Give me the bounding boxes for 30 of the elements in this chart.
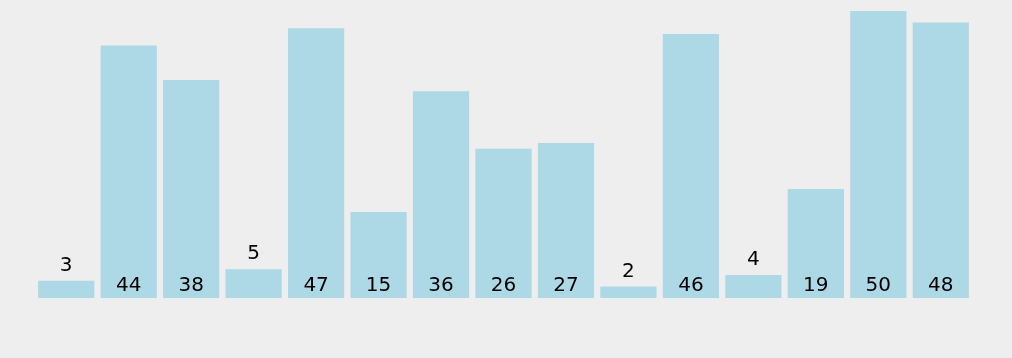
bar bbox=[537, 143, 595, 298]
data-label: 44 bbox=[115, 272, 142, 296]
bar bbox=[412, 91, 470, 298]
data-label: 27 bbox=[553, 272, 579, 296]
data-label: 48 bbox=[928, 272, 954, 296]
bar bbox=[225, 269, 282, 298]
bar bbox=[787, 188, 844, 298]
bar bbox=[100, 45, 157, 298]
bar bbox=[287, 28, 345, 298]
bar bbox=[662, 33, 720, 298]
bar bbox=[38, 280, 95, 298]
data-label: 5 bbox=[247, 240, 260, 265]
data-label: 15 bbox=[365, 272, 392, 296]
bar bbox=[725, 275, 782, 298]
bar bbox=[600, 286, 657, 298]
data-label: 2 bbox=[622, 257, 635, 282]
bar bbox=[850, 11, 907, 298]
data-label: 50 bbox=[865, 272, 892, 296]
data-label: 3 bbox=[59, 251, 73, 276]
bar bbox=[350, 211, 407, 298]
data-label: 36 bbox=[428, 272, 454, 296]
data-label: 19 bbox=[803, 272, 829, 296]
bar bbox=[912, 22, 969, 298]
data-label: 47 bbox=[303, 272, 329, 296]
bar bbox=[475, 148, 532, 298]
data-label: 4 bbox=[747, 246, 760, 271]
data-label: 26 bbox=[490, 272, 517, 296]
data-label: 46 bbox=[678, 272, 704, 296]
bar bbox=[163, 79, 220, 298]
data-label: 38 bbox=[178, 272, 204, 296]
